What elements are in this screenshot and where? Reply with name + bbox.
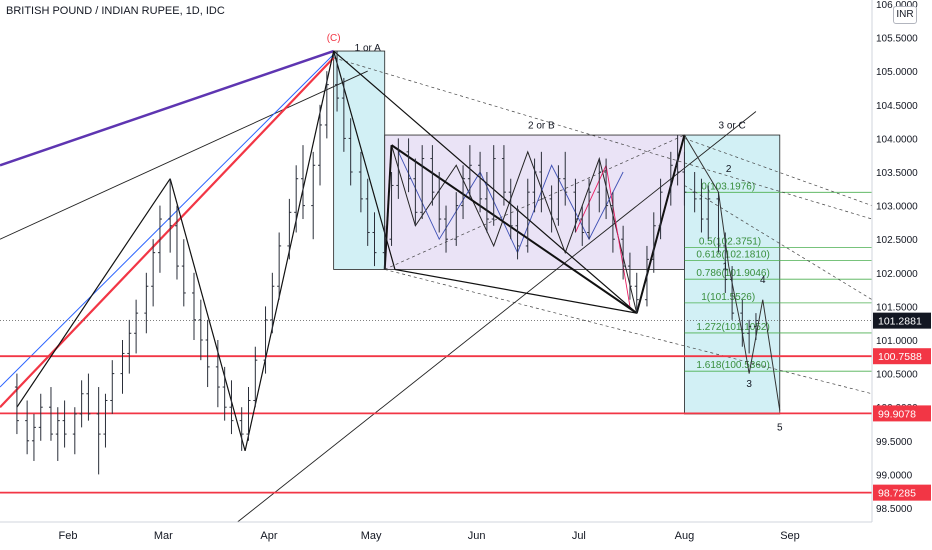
price-tag-bg: [873, 405, 931, 422]
wave-label: 2: [726, 164, 732, 175]
current-price-tag-label: 101.2881: [878, 316, 922, 328]
y-tick-label: 105.0000: [876, 67, 918, 78]
chart-title: BRITISH POUND / INDIAN RUPEE, 1D, IDC: [6, 5, 225, 17]
wave-label: 4: [760, 275, 766, 286]
trend-line-lower: [220, 111, 757, 536]
x-tick-label: Feb: [59, 530, 78, 542]
time-axis-bg: [0, 522, 872, 550]
wave-label: 3: [746, 379, 752, 390]
fib-level-label: 1(101.5526): [701, 292, 755, 303]
x-tick-label: Mar: [154, 530, 173, 542]
wave-label: 5: [777, 423, 783, 434]
x-tick-label: Aug: [675, 530, 695, 542]
price-tag-bg: [873, 484, 931, 501]
x-tick-label: Jul: [572, 530, 586, 542]
fib-level-label: 0(103.1976): [701, 181, 755, 192]
fib-level-label: 0.786(101.9046): [696, 268, 769, 279]
price-tag-label: 100.7588: [878, 351, 922, 363]
wave-label: (C): [327, 33, 341, 44]
fib-level-label: 0.5(102.3751): [699, 237, 761, 248]
channel-dashed-line: [684, 185, 873, 300]
wave-label: 1: [723, 261, 729, 272]
blue-trend-line: [0, 54, 334, 388]
x-tick-label: May: [361, 530, 382, 542]
channel-dashed-line: [333, 57, 873, 220]
y-tick-label: 102.0000: [876, 269, 918, 280]
bold-wave-leg: [383, 145, 393, 270]
wave-leg-start: [16, 178, 171, 408]
y-tick-label: 106.0000: [876, 0, 918, 11]
y-tick-label: 103.0000: [876, 202, 918, 213]
y-tick-label: 105.5000: [876, 34, 918, 45]
y-tick-label: 102.5000: [876, 235, 918, 246]
wave-label: 2 or B: [528, 120, 555, 131]
y-tick-label: 101.5000: [876, 302, 918, 313]
y-tick-label: 98.5000: [876, 504, 913, 515]
x-tick-label: Apr: [260, 530, 277, 542]
y-tick-label: 103.5000: [876, 168, 918, 179]
wave-label: 3 or C: [718, 120, 745, 131]
price-tag-label: 99.9078: [878, 408, 916, 420]
y-tick-label: 99.5000: [876, 437, 913, 448]
price-tag-label: 98.7285: [878, 488, 916, 500]
y-tick-label: 104.5000: [876, 101, 918, 112]
purple-trend-line: [0, 49, 335, 167]
wave-diagonal: [333, 50, 638, 314]
y-tick-label: 100.5000: [876, 370, 918, 381]
fib-level-label: 0.618(102.1810): [696, 250, 769, 261]
trend-line-upper: [0, 70, 368, 240]
fib-level-label: 1.272(101.1052): [696, 322, 769, 333]
currency-button[interactable]: INR: [893, 6, 917, 24]
wave-label: 1 or A: [355, 43, 381, 54]
fib-level-label: 1.618(100.5360): [696, 360, 769, 371]
x-tick-label: Jun: [468, 530, 486, 542]
current-price-tag-bg: [873, 312, 931, 329]
price-axis-bg: [872, 0, 932, 550]
y-tick-label: 99.0000: [876, 470, 913, 481]
y-tick-label: 101.0000: [876, 336, 918, 347]
x-tick-label: Sep: [780, 530, 800, 542]
price-tag-bg: [873, 348, 931, 365]
box-wave-1: [333, 50, 386, 270]
y-tick-label: 104.0000: [876, 134, 918, 145]
